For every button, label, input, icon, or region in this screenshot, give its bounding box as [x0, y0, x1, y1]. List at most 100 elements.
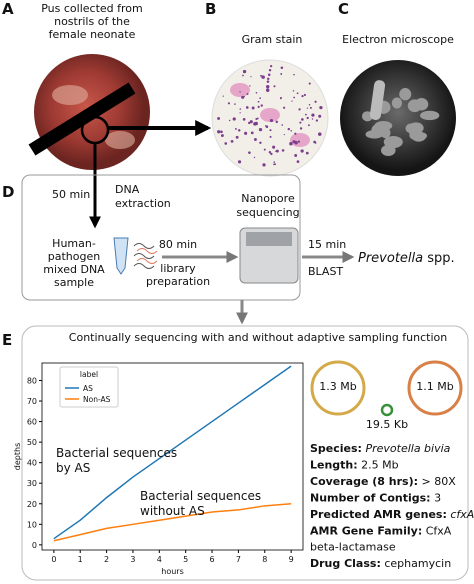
stain-dot [262, 163, 266, 167]
info: Species: Prevotella bivia Length: 2.5 Mb C… [310, 442, 474, 570]
y-tick-label: 60 [27, 418, 37, 427]
stain-dot [241, 95, 245, 99]
stain-dot [300, 149, 304, 153]
stain-dot [250, 76, 252, 78]
stain-dot [266, 77, 270, 81]
stain-dot [275, 150, 277, 152]
stain-dot [268, 69, 272, 72]
bacterium [409, 131, 428, 141]
x-tick-label: 0 [51, 555, 56, 564]
bacterium [383, 135, 403, 149]
stain-dot [299, 127, 303, 130]
stain-dot [306, 116, 309, 120]
stain-dot [290, 129, 293, 132]
stain-dot [237, 160, 242, 164]
x-axis-label: hours [161, 567, 184, 576]
contig [310, 360, 366, 416]
stain-dot [260, 74, 262, 77]
info-value: cfxA3 [450, 508, 474, 521]
time: 15 min [308, 238, 346, 251]
stain-dot [293, 96, 296, 99]
line [53, 503, 292, 542]
contig-size: 1.1 Mb [416, 380, 453, 393]
info-row: Length: 2.5 Mb [310, 459, 399, 472]
bacterium [369, 80, 386, 120]
stain-dot [274, 163, 277, 166]
stain-dot [222, 95, 224, 97]
result: Prevotella spp. [358, 251, 455, 266]
stain-dot [228, 119, 231, 122]
stain-dot [265, 88, 270, 92]
step: DNA [115, 183, 140, 196]
stain-dot [294, 154, 298, 157]
stain-dot [257, 105, 260, 108]
panel-box [21, 325, 469, 581]
dna [133, 243, 155, 269]
y-tick-label: 50 [27, 438, 37, 447]
stain-dot [311, 118, 314, 120]
info-value: beta-lactamase [310, 541, 396, 554]
bacterium [399, 88, 412, 101]
stain-dot [254, 121, 258, 126]
tissue [52, 85, 88, 105]
panel-label: C [338, 0, 349, 18]
step: extraction [115, 197, 171, 210]
bacterium [391, 97, 403, 109]
stain-dot [281, 149, 285, 152]
info-label: Coverage (8 hrs): [310, 475, 418, 488]
y-tick-label: 80 [27, 376, 37, 385]
stain-dot [296, 160, 300, 163]
stain-dot [318, 132, 322, 136]
stain-dot [309, 106, 312, 109]
stain-dot [239, 91, 241, 93]
info-row: Coverage (8 hrs): > 80X [310, 475, 456, 488]
step: sequencing [236, 206, 299, 219]
info-label: Drug Class: [310, 557, 381, 570]
stain-dot [246, 93, 249, 95]
stain-dot [259, 97, 261, 99]
sample: mixed DNA [43, 263, 105, 276]
step: BLAST [308, 265, 343, 278]
stain-dot [306, 107, 309, 109]
stain-dot [283, 133, 285, 136]
sample: sample [54, 276, 94, 289]
annotation: without AS [140, 504, 205, 518]
stain-dot [251, 106, 255, 110]
panel-label: B [205, 0, 216, 18]
stain-dot [314, 142, 317, 144]
stain-dot [220, 134, 224, 138]
photo [340, 60, 456, 176]
info-label: Predicted AMR genes: [310, 508, 447, 521]
stain-dot [273, 85, 276, 88]
contig-size: 19.5 Kb [366, 418, 408, 431]
stain-dot [269, 135, 272, 138]
legend-label: AS [83, 384, 93, 393]
stain-dot [279, 96, 282, 100]
stain-dot [275, 120, 279, 124]
stain-dot [303, 93, 306, 97]
info-label: Number of Contigs: [310, 492, 431, 505]
x-tick-label: 1 [78, 555, 83, 564]
stain-dot [301, 94, 304, 98]
caption: Continually sequencing with and without … [69, 331, 447, 344]
step: Nanopore [241, 192, 295, 205]
caption: nostrils of the [54, 15, 130, 28]
x-tick-label: 4 [157, 555, 162, 564]
stain-dot [281, 124, 284, 126]
stain-dot [287, 127, 290, 131]
stain-dot [242, 117, 246, 121]
info-row: Species: Prevotella bivia [310, 442, 451, 455]
y-tick-label: 20 [27, 500, 37, 509]
stain [260, 108, 280, 122]
stain-dot [298, 108, 301, 111]
stain-dot [257, 100, 260, 103]
panel-label: E [2, 331, 12, 349]
stain-dot [307, 124, 310, 127]
stain-dot [224, 142, 228, 145]
time: 80 min [159, 238, 197, 251]
stain-dot [267, 73, 271, 77]
info-label: Species: [310, 442, 362, 455]
stain-dot [259, 141, 262, 145]
stain-dot [263, 148, 266, 151]
